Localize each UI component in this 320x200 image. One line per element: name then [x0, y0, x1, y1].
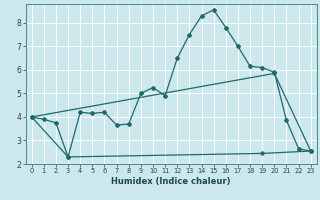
X-axis label: Humidex (Indice chaleur): Humidex (Indice chaleur)	[111, 177, 231, 186]
